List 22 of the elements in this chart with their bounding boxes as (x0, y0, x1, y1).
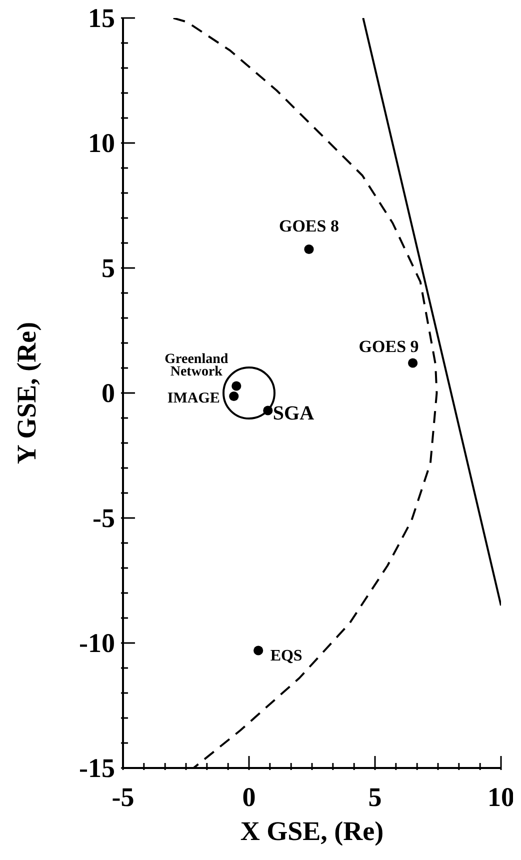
annotation: GOES 9 (358, 337, 419, 356)
y-tick-label: 15 (88, 3, 115, 33)
x-tick-label: 5 (368, 782, 382, 812)
point (232, 381, 242, 391)
x-tick-label: 0 (242, 782, 256, 812)
annotation: Greenland Network (164, 352, 228, 380)
y-tick-label: 0 (102, 378, 115, 408)
y-axis-title: Y GSE, (Re) (12, 322, 42, 464)
y-tick-label: -5 (92, 503, 115, 533)
point (254, 646, 264, 656)
annotation: IMAGE (167, 390, 220, 406)
y-tick-label: 5 (102, 253, 115, 283)
x-axis-title: X GSE, (Re) (240, 816, 384, 846)
annotation: GOES 8 (278, 216, 339, 236)
y-tick-label: -15 (79, 753, 115, 783)
point (304, 244, 314, 254)
y-tick-label: 10 (88, 128, 115, 158)
point (229, 391, 239, 402)
y-tick-label: -10 (79, 628, 115, 658)
annotation: EQS (270, 648, 302, 664)
point (408, 358, 418, 368)
annotation: SGA (272, 402, 315, 424)
